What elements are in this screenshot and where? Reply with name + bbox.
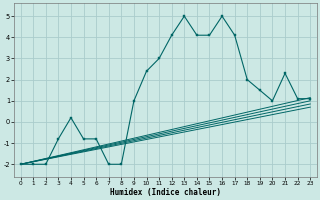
X-axis label: Humidex (Indice chaleur): Humidex (Indice chaleur) [110, 188, 221, 197]
